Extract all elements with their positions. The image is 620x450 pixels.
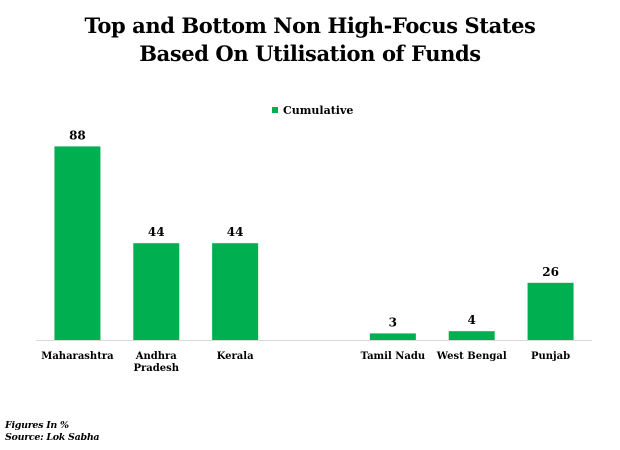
bar xyxy=(369,333,416,340)
bar xyxy=(133,243,180,340)
bar xyxy=(54,146,101,340)
data-label: 3 xyxy=(389,315,397,329)
category-label: Kerala xyxy=(217,351,254,362)
bar xyxy=(527,282,574,340)
bar xyxy=(212,243,259,340)
category-label: Andhra Pradesh xyxy=(134,351,180,374)
data-label: 44 xyxy=(148,225,165,239)
data-label: 26 xyxy=(542,265,559,279)
data-label: 44 xyxy=(227,225,244,239)
legend-label-cumulative: Cumulative xyxy=(283,104,353,117)
chart-title-line-2: Based On Utilisation of Funds xyxy=(139,41,481,66)
category-label: West Bengal xyxy=(436,351,507,362)
chart-legend: Cumulative xyxy=(272,104,353,117)
category-label: Maharashtra xyxy=(41,351,114,362)
figures-note: Figures In % xyxy=(5,420,69,431)
legend-swatch-cumulative xyxy=(272,107,278,113)
chart-bars: 88 Maharashtra 44 Andhra Pradesh 44 Kerala 3 Tam… xyxy=(41,128,574,374)
chart-title: Top and Bottom Non High-Focus States Bas… xyxy=(0,12,620,68)
category-label: Tamil Nadu xyxy=(361,351,426,362)
data-label: 88 xyxy=(69,128,86,142)
chart-footer: Figures In % Source: Lok Sabha xyxy=(5,420,100,444)
bar xyxy=(448,331,495,340)
chart-title-line-1: Top and Bottom Non High-Focus States xyxy=(84,13,536,38)
source-note: Source: Lok Sabha xyxy=(5,432,100,443)
category-label: Punjab xyxy=(531,351,570,362)
data-label: 4 xyxy=(468,313,476,327)
